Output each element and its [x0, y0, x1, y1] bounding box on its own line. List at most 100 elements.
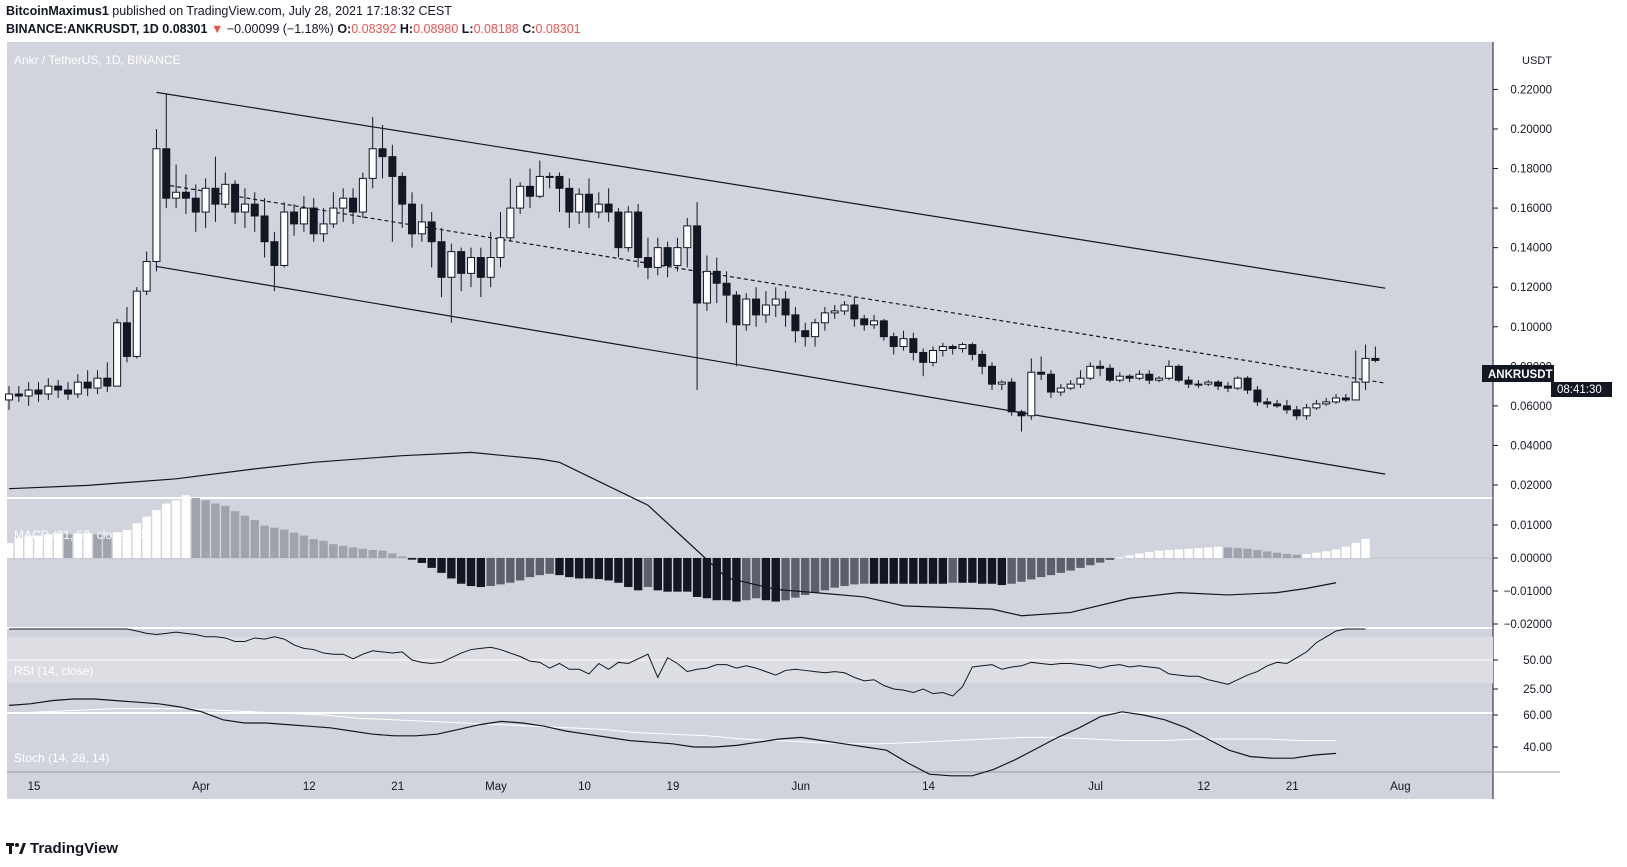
- time-tick-label: 14: [922, 781, 935, 793]
- candle-down: [437, 241, 446, 278]
- candle-down: [555, 175, 564, 189]
- stoch-tick-label: 60.00: [1523, 710, 1552, 722]
- macd-histogram-bar: [230, 511, 240, 558]
- macd-histogram-bar: [309, 539, 318, 558]
- time-tick-label: 19: [667, 781, 680, 793]
- macd-histogram-bar: [1027, 558, 1036, 580]
- macd-histogram-bar: [683, 558, 692, 592]
- candle-up: [1332, 397, 1341, 403]
- macd-histogram-bar: [1282, 554, 1292, 558]
- candle-up: [870, 320, 879, 326]
- macd-histogram-bar: [456, 558, 466, 584]
- price-pane: [7, 42, 1493, 497]
- candle-up: [496, 237, 505, 259]
- candle-down: [889, 336, 898, 348]
- macd-histogram-bar: [181, 495, 191, 558]
- candle-down: [103, 377, 112, 387]
- macd-histogram-bar: [614, 558, 623, 583]
- candle-down: [349, 197, 358, 213]
- macd-signal-line: [8, 451, 1337, 617]
- price-change: −0.00099 (−1.18%): [226, 22, 334, 36]
- macd-histogram-bar: [1322, 551, 1331, 558]
- candle-down: [1145, 373, 1154, 381]
- candle-down: [1371, 357, 1380, 361]
- candle-up: [820, 312, 829, 324]
- candle-down: [290, 211, 299, 225]
- last-price-symbol: ANKRUSDT: [1488, 369, 1553, 381]
- macd-histogram-bar: [879, 558, 889, 584]
- macd-histogram-bar: [348, 547, 358, 558]
- candle-up: [1056, 387, 1065, 393]
- candle-up: [1086, 365, 1095, 379]
- macd-histogram-bar: [378, 550, 387, 558]
- candle-up: [938, 346, 947, 351]
- candle-up: [1312, 403, 1321, 409]
- macd-histogram-bar: [1223, 547, 1233, 558]
- last-price-tag-bg: [1482, 365, 1554, 382]
- macd-histogram-bar: [191, 497, 200, 558]
- macd-histogram-bar: [869, 558, 879, 584]
- macd-histogram-bar: [1105, 558, 1115, 560]
- macd-histogram-bar: [486, 558, 495, 587]
- time-tick-label: 10: [578, 781, 591, 793]
- candle-down: [978, 353, 987, 367]
- candle-down: [909, 338, 918, 353]
- candle-down: [1096, 365, 1105, 369]
- candle-up: [417, 221, 426, 235]
- candle-up: [899, 338, 908, 348]
- channel-middle-line: [156, 182, 1386, 384]
- macd-histogram-bar: [4, 543, 14, 558]
- time-tick-label: Jul: [1088, 781, 1103, 793]
- macd-histogram-bar: [604, 558, 613, 581]
- brand-name: TradingView: [30, 840, 119, 857]
- macd-histogram-bar: [584, 558, 594, 579]
- time-tick-label: Apr: [192, 781, 210, 793]
- price-tick-label: 0.04000: [1510, 440, 1552, 452]
- author-name[interactable]: BitcoinMaximus1: [6, 4, 109, 18]
- candle-down: [162, 148, 171, 199]
- time-tick-label: Aug: [1390, 781, 1410, 793]
- macd-histogram-bar: [594, 558, 603, 580]
- candle-up: [840, 304, 849, 312]
- macd-histogram-bar: [928, 558, 938, 584]
- high-label: H:: [399, 22, 414, 36]
- candle-down: [1243, 377, 1252, 391]
- channel-lower-line: [156, 265, 1386, 475]
- channel-upper-line: [156, 91, 1386, 289]
- macd-tick-label: 0.00000: [1510, 553, 1552, 565]
- price-tick-label: 0.20000: [1510, 124, 1552, 136]
- close-value: 0.08301: [535, 22, 581, 36]
- price-tick-label: 0.16000: [1510, 203, 1552, 215]
- macd-histogram-bar: [14, 538, 24, 558]
- candle-down: [791, 314, 800, 332]
- candle-down: [919, 351, 928, 363]
- candle-down: [565, 187, 574, 213]
- macd-histogram-bar: [673, 558, 682, 592]
- candle-down: [801, 330, 810, 338]
- macd-histogram-bar: [850, 558, 859, 585]
- macd-histogram-bar: [997, 558, 1007, 586]
- candle-up: [1115, 375, 1124, 381]
- candle-down: [309, 207, 318, 235]
- macd-histogram-bar: [201, 500, 210, 558]
- tradingview-logo[interactable]: TradingView: [6, 840, 118, 857]
- candle-up: [958, 344, 967, 350]
- price-tick-label: 0.14000: [1510, 243, 1552, 255]
- candle-down: [1007, 381, 1016, 413]
- macd-histogram-bar: [250, 520, 259, 558]
- macd-histogram-bar: [515, 558, 525, 581]
- macd-histogram-bar: [132, 523, 141, 558]
- macd-histogram-bar: [781, 558, 790, 601]
- macd-histogram-bar: [1007, 558, 1016, 584]
- countdown-tag-bg: [1551, 382, 1612, 397]
- macd-histogram-bar: [93, 534, 102, 558]
- candle-up: [683, 225, 692, 249]
- macd-histogram-bar: [1036, 558, 1046, 578]
- rsi-tick-label: 25.00: [1523, 684, 1552, 696]
- macd-histogram-bar: [34, 535, 43, 558]
- candle-up: [358, 177, 367, 213]
- candle-up: [929, 349, 938, 363]
- candle-up: [339, 197, 348, 209]
- macd-histogram-bar: [948, 558, 957, 583]
